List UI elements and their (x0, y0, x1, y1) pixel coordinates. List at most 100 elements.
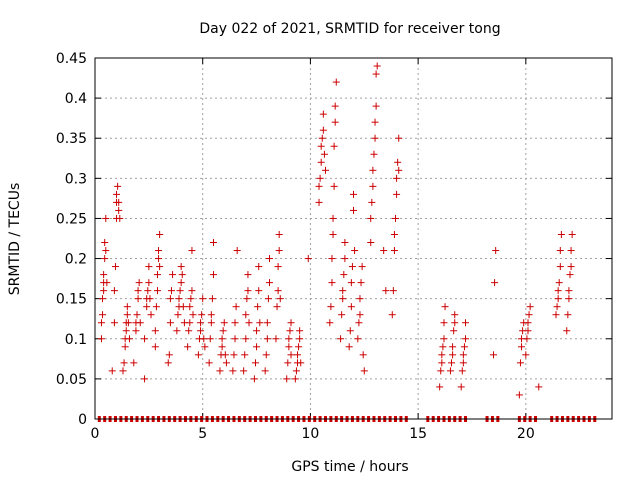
data-point (459, 351, 467, 359)
data-point (526, 303, 534, 311)
data-point (147, 311, 155, 319)
data-point (329, 214, 337, 222)
data-point (460, 343, 468, 351)
y-tick-label: 0.3 (65, 171, 87, 187)
data-point (166, 319, 174, 327)
data-point (285, 335, 293, 343)
data-point (568, 230, 576, 238)
data-point (371, 118, 379, 126)
data-point (165, 351, 173, 359)
data-point (100, 271, 108, 279)
data-point (438, 351, 446, 359)
data-point (373, 62, 381, 70)
data-point (102, 214, 110, 222)
data-point (340, 271, 348, 279)
data-point (155, 255, 163, 263)
data-point (439, 343, 447, 351)
data-point (326, 319, 334, 327)
data-point (524, 327, 532, 335)
data-point (275, 247, 283, 255)
data-point (179, 303, 187, 311)
data-point (244, 287, 252, 295)
data-point (218, 343, 226, 351)
data-point (146, 295, 154, 303)
data-point (516, 359, 524, 367)
data-point (102, 247, 110, 255)
data-point (253, 343, 261, 351)
data-point (360, 367, 368, 375)
data-point (440, 335, 448, 343)
data-point (518, 343, 526, 351)
data-point (219, 327, 227, 335)
data-point (295, 343, 303, 351)
data-point (265, 279, 273, 287)
data-point (256, 319, 264, 327)
data-point (241, 351, 249, 359)
data-point (134, 295, 142, 303)
data-point (220, 319, 228, 327)
data-point (188, 247, 196, 255)
y-tick-label: 0.05 (56, 372, 87, 388)
data-point (331, 118, 339, 126)
data-point (552, 311, 560, 319)
data-point (99, 311, 107, 319)
data-point (205, 359, 213, 367)
data-point (328, 255, 336, 263)
data-point (367, 239, 375, 247)
data-point (304, 255, 312, 263)
data-point (265, 255, 273, 263)
data-point (462, 335, 470, 343)
data-point (130, 359, 138, 367)
data-point (103, 279, 111, 287)
data-point (119, 367, 127, 375)
data-point (274, 263, 282, 271)
data-point (350, 190, 357, 198)
data-point (216, 367, 224, 375)
data-point (287, 351, 295, 359)
data-point (145, 279, 153, 287)
data-point (230, 351, 238, 359)
data-point (184, 343, 192, 351)
data-point (231, 335, 239, 343)
data-point (243, 295, 251, 303)
data-point (441, 303, 449, 311)
data-point (135, 279, 143, 287)
data-point (449, 343, 457, 351)
data-point (388, 311, 396, 319)
data-point (136, 319, 144, 327)
data-point (339, 287, 347, 295)
data-point (372, 70, 380, 78)
data-point (515, 391, 523, 399)
data-point (245, 319, 253, 327)
data-point (177, 279, 185, 287)
data-point (368, 198, 376, 206)
data-point (354, 335, 362, 343)
data-point (274, 287, 282, 295)
data-point (390, 247, 398, 255)
data-point (382, 287, 390, 295)
grid-lines (95, 58, 612, 419)
data-point (208, 295, 216, 303)
data-point (276, 295, 284, 303)
y-axis-label: SRMTID / TECUs (7, 183, 23, 296)
data-point (144, 287, 152, 295)
data-point (347, 279, 355, 287)
data-point (133, 311, 141, 319)
data-point (222, 359, 230, 367)
data-point (332, 78, 340, 86)
data-point (255, 263, 263, 271)
data-point (459, 359, 467, 367)
data-point (201, 343, 209, 351)
data-point (178, 271, 186, 279)
data-point (263, 319, 271, 327)
data-point (357, 279, 365, 287)
data-point (113, 190, 121, 198)
data-point (291, 375, 299, 383)
data-point (108, 367, 116, 375)
data-point (318, 134, 326, 142)
data-point (194, 351, 202, 359)
data-point (97, 335, 105, 343)
data-point (315, 182, 323, 190)
data-point (554, 295, 562, 303)
x-tick-label: 10 (302, 426, 320, 442)
